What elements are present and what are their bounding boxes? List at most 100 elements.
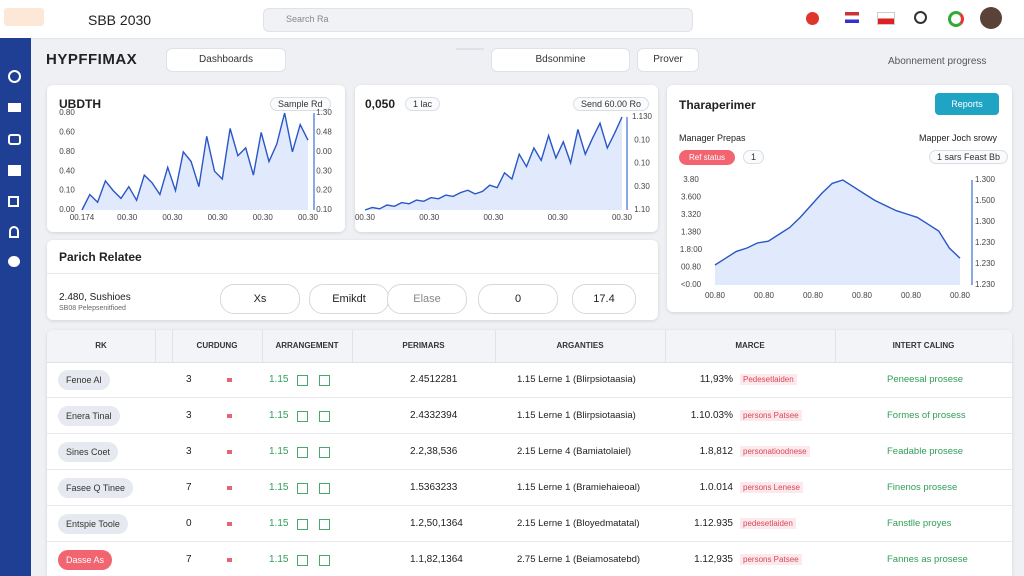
column-header: PERIMARS <box>402 341 445 350</box>
chart-badge[interactable]: Send 60.00 Ro <box>573 97 650 111</box>
app-icon[interactable] <box>948 11 964 27</box>
flag-icon[interactable] <box>806 12 819 25</box>
row-icon[interactable] <box>297 483 308 494</box>
brand[interactable]: SBB 2030 <box>88 12 152 28</box>
row-icon[interactable] <box>297 375 308 386</box>
column-divider <box>262 330 263 362</box>
area <box>82 113 308 210</box>
row-icon[interactable] <box>297 519 308 530</box>
value: 2.2,38,536 <box>410 446 458 457</box>
delta: 1.15 <box>269 374 289 385</box>
row-icon[interactable] <box>319 447 330 458</box>
x-axis-label: 00.30 <box>253 213 274 222</box>
summary-button[interactable]: Xs <box>220 284 300 314</box>
flag-icon[interactable] <box>877 12 895 25</box>
delta: 1.15 <box>269 518 289 529</box>
row-icon[interactable] <box>297 447 308 458</box>
axis-label: 3.600 <box>681 193 702 202</box>
axis-label: <0.00 <box>681 280 702 289</box>
search-icon[interactable] <box>914 11 927 24</box>
line-chart: 3.803.6003.3201.3801.8:0000.80<0.001.300… <box>680 175 996 300</box>
chart-badge[interactable]: 1 sars Feast Bb <box>929 150 1009 164</box>
name-pill[interactable]: Sines Coet <box>58 442 119 462</box>
nav-icon[interactable] <box>8 256 20 267</box>
nav-icon[interactable] <box>8 70 21 83</box>
x-axis-label: 00.80 <box>950 291 971 300</box>
row-icon[interactable] <box>319 519 330 530</box>
nav-icon[interactable] <box>8 165 21 176</box>
select-box[interactable]: 1 <box>743 150 765 164</box>
status-chip[interactable]: Ref status <box>679 150 736 165</box>
line <box>364 116 623 211</box>
search-box[interactable]: Search Ra <box>263 8 693 32</box>
x-axis-label: 00.80 <box>803 291 824 300</box>
axis-label: 1.10 <box>634 205 650 214</box>
count: 3 <box>186 446 192 457</box>
delta: 1.15 <box>269 446 289 457</box>
row-icon[interactable] <box>297 411 308 422</box>
status: personatioodnese <box>740 446 810 457</box>
line <box>81 112 309 211</box>
marker <box>227 522 232 526</box>
column-header: ARGANTIES <box>556 341 604 350</box>
row-icon[interactable] <box>319 555 330 566</box>
axis-label: 1.300 <box>975 217 996 226</box>
x-axis-label: 00.80 <box>901 291 922 300</box>
name-pill[interactable]: Fasee Q Tinee <box>58 478 134 498</box>
toolbar-button[interactable]: Dashboards <box>166 48 286 72</box>
chart-badge[interactable]: Sample Rd <box>270 97 331 111</box>
area <box>715 180 960 285</box>
column-divider <box>665 330 666 362</box>
column-header: RK <box>95 341 107 350</box>
column-header: CURDUNG <box>196 341 238 350</box>
row-divider <box>47 541 1012 542</box>
nav-icon[interactable] <box>8 196 19 207</box>
reports-button[interactable]: Reports <box>935 93 999 115</box>
avatar[interactable] <box>980 7 1002 29</box>
axis-label: 1.130 <box>632 112 653 121</box>
axis-label: 0.10 <box>316 205 332 214</box>
chart-badge[interactable]: 1 lac <box>405 97 441 111</box>
name-pill[interactable]: Dasse As <box>58 550 113 570</box>
name-pill[interactable]: Entspie Toole <box>58 514 128 534</box>
value: 1.1,82,1364 <box>410 554 463 565</box>
row-icon[interactable] <box>319 483 330 494</box>
percent: 1.12,935 <box>694 554 733 565</box>
summary-button[interactable]: Emikdt <box>309 284 389 314</box>
name-pill[interactable]: Fenoe Al <box>58 370 110 390</box>
status: Pedesetlaiden <box>740 374 797 385</box>
nav-icon[interactable] <box>8 134 21 145</box>
x-axis-label: 00.30 <box>419 213 440 222</box>
row-icon[interactable] <box>297 555 308 566</box>
sidebar <box>0 38 31 576</box>
name-pill[interactable]: Enera Tinal <box>58 406 120 426</box>
grid-button[interactable] <box>456 48 484 50</box>
row-icon[interactable] <box>319 411 330 422</box>
data-table: RK CURDUNG ARRANGEMENT PERIMARS ARGANTIES MAR… <box>47 330 1012 576</box>
toolbar-button[interactable]: Prover <box>637 48 699 72</box>
line <box>714 179 961 266</box>
summary-button[interactable]: 17.4 <box>572 284 636 314</box>
marker <box>227 558 232 562</box>
flag-icon[interactable] <box>845 12 859 23</box>
summary-button[interactable]: 0 <box>478 284 558 314</box>
column-divider <box>172 330 173 362</box>
axis-label: 0.10 <box>634 159 650 168</box>
toolbar-button[interactable]: Bdsonmine <box>491 48 630 72</box>
summary-button[interactable]: Elase <box>387 284 467 314</box>
row-icon[interactable] <box>319 375 330 386</box>
toolbar-right-text: Abonnement progress <box>888 56 987 67</box>
delta: 1.15 <box>269 482 289 493</box>
axis-label: 0.30 <box>316 166 332 175</box>
count: 0 <box>186 518 192 529</box>
nav-icon[interactable] <box>9 226 19 238</box>
chart-title: UBDTH <box>59 97 101 111</box>
description: 1.15 Lerne 1 (Blirpsiotaasia) <box>517 410 636 421</box>
column-divider <box>352 330 353 362</box>
value: 1.2,50,1364 <box>410 518 463 529</box>
nav-icon[interactable] <box>8 103 21 112</box>
count: 3 <box>186 374 192 385</box>
column-divider <box>495 330 496 362</box>
